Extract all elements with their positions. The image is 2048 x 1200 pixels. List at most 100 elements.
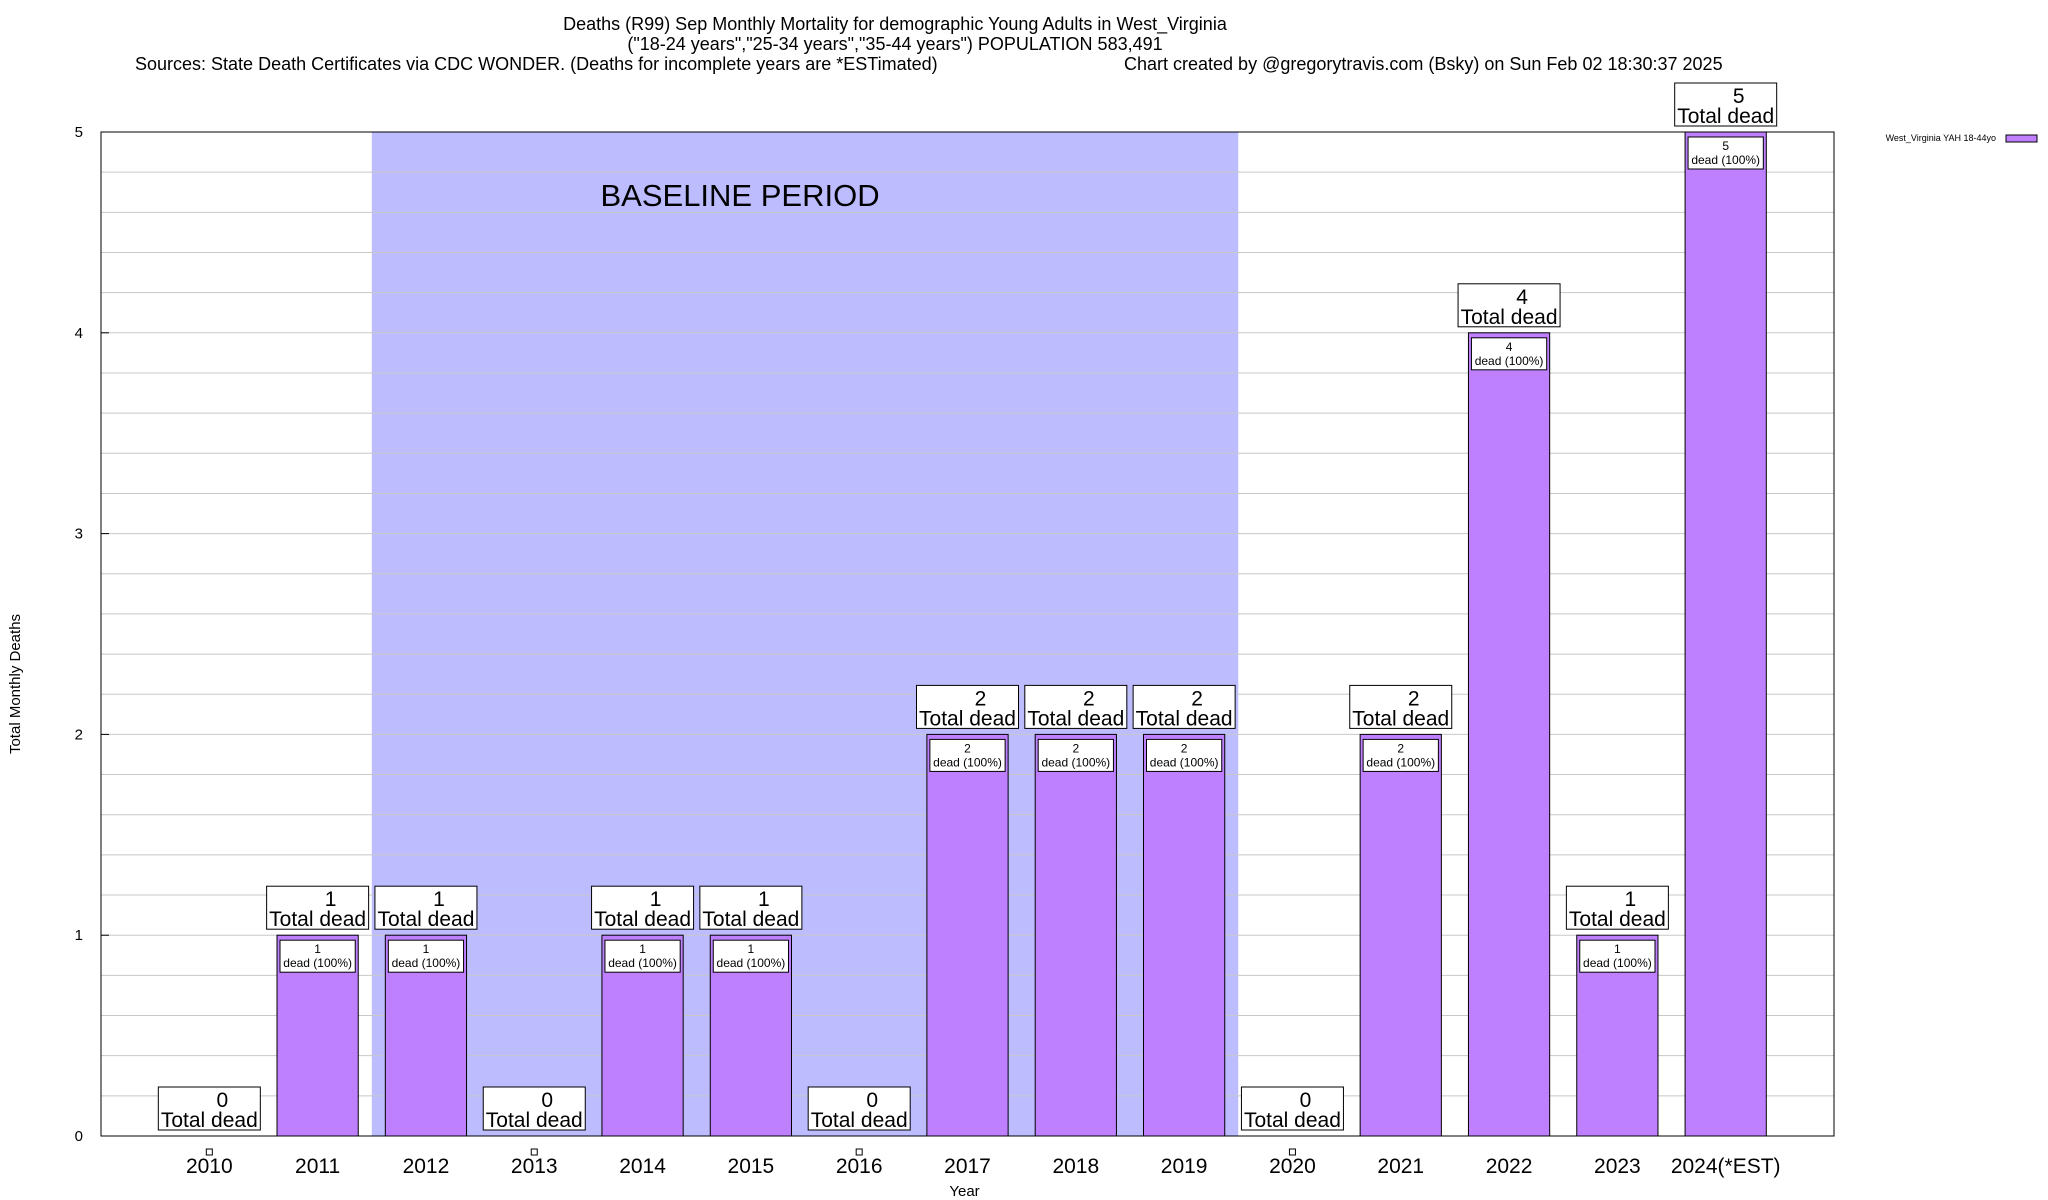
bar-total-label: Total dead [1352,707,1449,730]
y-tick-label: 0 [75,1128,83,1145]
bar-total-label: Total dead [702,908,799,931]
bar [1143,733,1226,1137]
bar-total-label: Total dead [269,908,366,931]
bar-total-label-box [1024,684,1128,729]
baseline-period-label: BASELINE PERIOD [600,178,879,213]
chart-title: Deaths (R99) Sep Monthly Mortality for d… [563,14,1227,34]
zero-bar-marker [530,1148,538,1156]
bar-total-label: Total dead [1677,105,1774,128]
bar-total-label-box [807,1086,911,1131]
bar-total-label-box [699,885,803,930]
bar-inner-label-box [929,738,1006,772]
bar [1034,733,1117,1137]
bar-inner-label-box [604,939,681,973]
x-tick-label: 2011 [295,1155,340,1178]
bar-inner-percent-label: dead (100%) [717,956,786,970]
bar-inner-percent-label: dead (100%) [933,755,1002,769]
bar-total-value: 1 [650,888,662,911]
bar-inner-count-label: 2 [1397,741,1404,755]
bar-total-label: Total dead [594,908,691,931]
bar-total-label-box [1132,684,1236,729]
bar-inner-percent-label: dead (100%) [283,956,352,970]
bar-inner-label-box [712,939,789,973]
bar-total-label-box [1240,1086,1344,1131]
bar-total-value: 2 [1083,687,1095,710]
chart-subtitle: ("18-24 years","25-34 years","35-44 year… [627,34,1163,54]
bar-inner-count-label: 1 [423,942,430,956]
x-axis: 2010 2011 2012 2013 2014 2015 2016 2017 2018 2019… [186,1155,1781,1178]
bar-inner-percent-label: dead (100%) [1150,755,1219,769]
bar-total-value: 1 [325,888,337,911]
bar-inner-label-box [387,939,465,973]
bar-total-label-box [1565,885,1669,930]
zero-bar-marker [1288,1148,1296,1156]
bar-total-value: 1 [433,888,445,911]
bar-inner-count-label: 1 [748,942,755,956]
bar-inner-count-label: 2 [1072,741,1079,755]
y-tick-label: 4 [75,325,83,342]
legend-swatch [2005,134,2038,143]
bar-total-value: 4 [1516,286,1528,309]
zero-bar-marker [205,1148,213,1156]
bar-inner-label-box [1037,738,1114,772]
y-axis-label: Total Monthly Deaths [7,614,24,754]
bar-inner-label-box [279,939,356,973]
bar-total-value: 2 [1191,687,1203,710]
bar-total-label-box [482,1086,586,1131]
bar [1359,733,1442,1137]
zero-bar-marker [855,1148,863,1156]
bar-total-label: Total dead [919,707,1016,730]
bar-inner-percent-label: dead (100%) [1583,956,1652,970]
bar-total-value: 0 [866,1089,878,1112]
bar-total-label-box [157,1086,261,1131]
bar-total-label-box [374,885,478,930]
bar-inner-percent-label: dead (100%) [1691,153,1760,167]
bar-total-value: 2 [1408,687,1420,710]
bar-inner-percent-label: dead (100%) [1475,354,1544,368]
legend-label: West_Virginia YAH 18-44yo [1886,133,1996,143]
x-tick-label: 2014 [619,1155,666,1178]
bar-total-label: Total dead [377,908,474,931]
bar-total-value: 0 [541,1089,553,1112]
x-axis-label: Year [949,1183,979,1200]
x-tick-label: 2013 [511,1155,558,1178]
bar-total-value: 1 [758,888,770,911]
bar-total-label: Total dead [1569,908,1666,931]
x-tick-label: 2015 [728,1155,775,1178]
bar-inner-count-label: 5 [1722,139,1729,153]
bar-total-label: Total dead [811,1109,908,1132]
bar-total-label: Total dead [1136,707,1233,730]
bar-total-label-box [1457,283,1561,328]
x-tick-label: 2024(*EST) [1671,1155,1781,1178]
bar-total-value: 0 [1300,1089,1312,1112]
bar-total-value: 1 [1625,888,1637,911]
bar-total-label-box [916,684,1019,729]
x-tick-label: 2012 [403,1155,450,1178]
x-tick-label: 2017 [944,1155,991,1178]
bar-inner-label-box [1470,337,1548,371]
bar-total-label-box [1674,82,1778,127]
x-tick-label: 2020 [1269,1155,1316,1178]
x-tick-label: 2016 [836,1155,883,1178]
bar-inner-count-label: 2 [1181,741,1188,755]
bar-inner-count-label: 2 [964,741,971,755]
bar-inner-count-label: 4 [1506,340,1513,354]
bar-total-label-box [591,885,695,930]
bar-total-value: 2 [975,687,987,710]
y-tick-label: 1 [75,927,83,944]
y-axis: 0 1 2 3 4 5 [75,124,109,1145]
bar-inner-count-label: 1 [314,942,321,956]
bar-total-value: 0 [216,1089,228,1112]
bar-total-label: Total dead [1027,707,1124,730]
bar-total-label: Total dead [161,1109,258,1132]
x-tick-label: 2022 [1486,1155,1533,1178]
chart-sources: Sources: State Death Certificates via CD… [135,54,938,74]
y-tick-label: 3 [75,526,83,543]
x-tick-label: 2019 [1161,1155,1208,1178]
bar-total-label-box [266,885,370,930]
x-tick-label: 2018 [1052,1155,1099,1178]
bar-inner-percent-label: dead (100%) [392,956,461,970]
bar [926,733,1009,1137]
